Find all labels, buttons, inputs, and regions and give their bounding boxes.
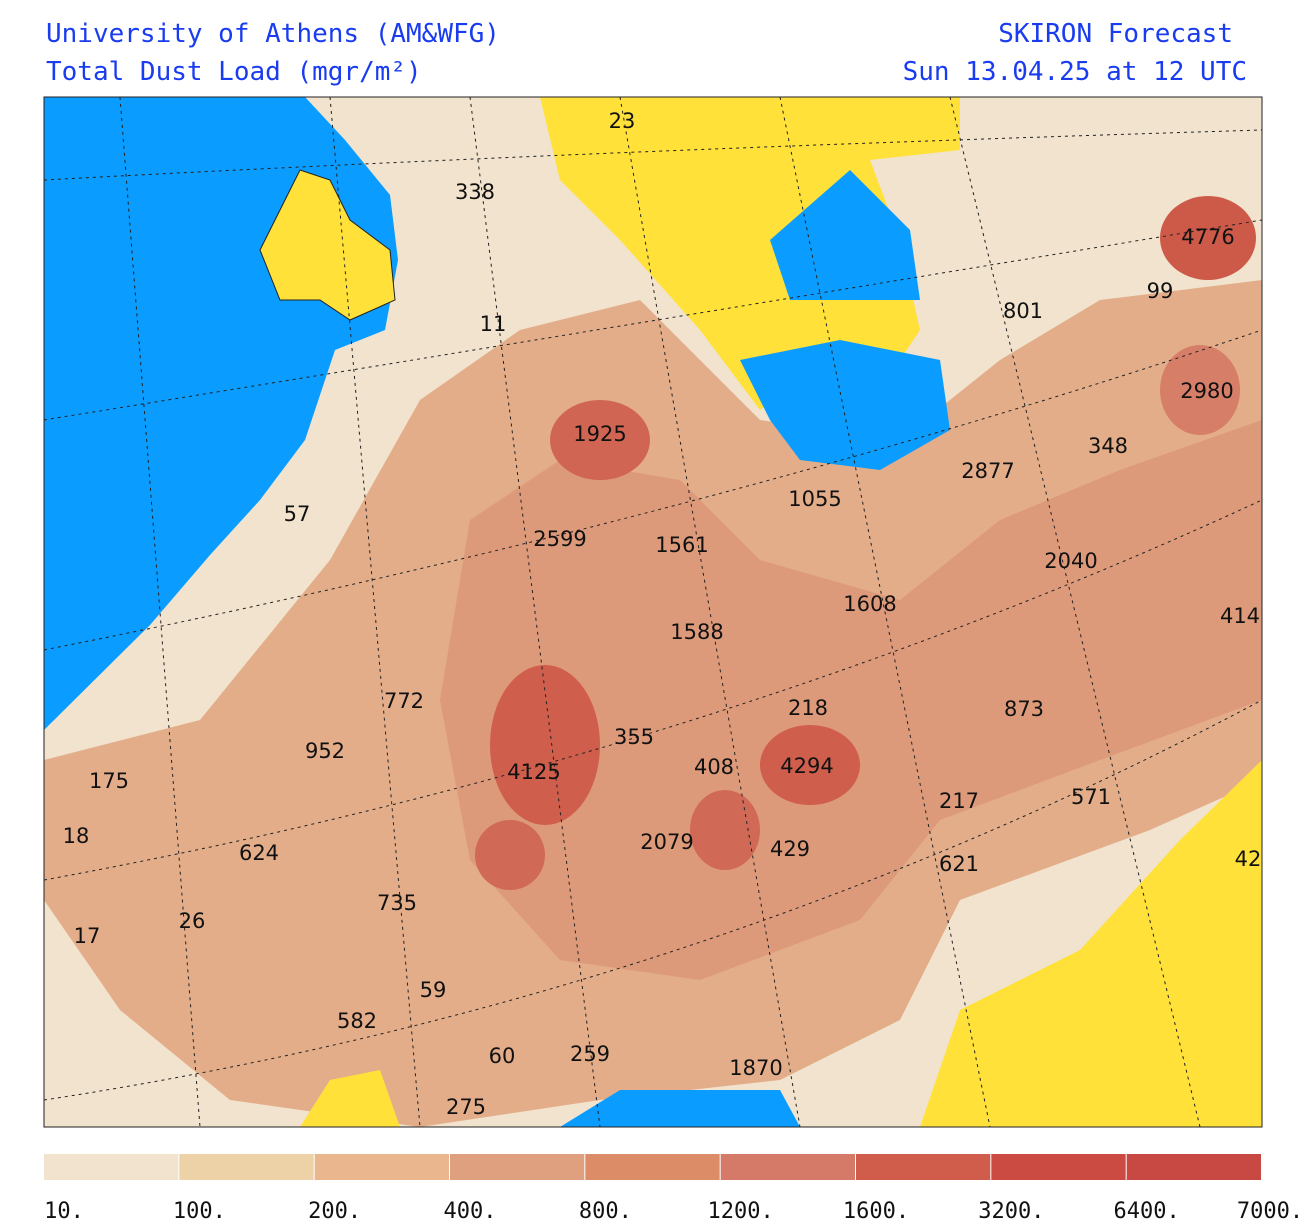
map-value-label: 175 — [89, 769, 129, 793]
map-value-label: 18 — [63, 824, 90, 848]
map-value-label: 772 — [384, 689, 424, 713]
colorbar-swatch — [856, 1154, 991, 1180]
map-value-label: 2980 — [1180, 379, 1233, 403]
dust-hotspot — [690, 790, 760, 870]
dust-hotspot — [1160, 196, 1256, 280]
map-value-label: 1925 — [573, 422, 626, 446]
dust-hotspot — [475, 820, 545, 890]
map-value-label: 4776 — [1181, 225, 1234, 249]
map-value-label: 23 — [609, 109, 636, 133]
map-value-label: 1870 — [729, 1056, 782, 1080]
map-value-label: 57 — [284, 502, 311, 526]
colorbar-swatch — [585, 1154, 720, 1180]
map-value-label: 952 — [305, 739, 345, 763]
map-value-label: 348 — [1088, 434, 1128, 458]
map-value-label: 624 — [239, 841, 279, 865]
header-left-2: Total Dust Load (mgr/m²) — [46, 57, 422, 87]
map-value-label: 17 — [74, 924, 101, 948]
colorbar-label: 10. — [44, 1199, 84, 1224]
map-value-label: 42 — [1235, 847, 1262, 871]
dust-hotspot — [490, 665, 600, 825]
dust-hotspot — [760, 725, 860, 805]
map-value-label: 621 — [939, 852, 979, 876]
colorbar-label: 400. — [444, 1199, 497, 1224]
map-value-label: 259 — [570, 1042, 610, 1066]
map-value-label: 59 — [420, 978, 447, 1002]
gulf — [560, 1090, 800, 1127]
map-value-label: 414 — [1220, 604, 1260, 628]
map-value-label: 408 — [694, 755, 734, 779]
graticule — [44, 97, 1262, 1127]
map-value-label: 275 — [446, 1095, 486, 1119]
map-value-label: 2079 — [640, 830, 693, 854]
dust-hotspot — [550, 400, 650, 480]
map-value-label: 1561 — [655, 533, 708, 557]
map-value-label: 218 — [788, 696, 828, 720]
map-value-label: 2599 — [533, 527, 586, 551]
map-value-label: 99 — [1147, 279, 1174, 303]
map-value-label: 60 — [489, 1044, 516, 1068]
map-frame — [43, 96, 1263, 1128]
colorbar-swatch — [44, 1154, 179, 1180]
low-dust-southwest — [300, 1070, 400, 1127]
header-right-1: SKIRON Forecast — [998, 19, 1233, 49]
colorbar-label: 3200. — [978, 1199, 1044, 1224]
colorbar-label: 7000. — [1237, 1199, 1303, 1224]
map-value-label: 355 — [614, 725, 654, 749]
colorbar-label: 100. — [173, 1199, 226, 1224]
colorbar-swatch — [991, 1154, 1126, 1180]
colorbar: 10. 100. 200. 400. 800. 1200. 1600. 3200. 6400. 7… — [44, 1154, 1303, 1224]
black-sea — [770, 170, 920, 300]
map-value-label: 1055 — [788, 487, 841, 511]
colorbar-label: 800. — [579, 1199, 632, 1224]
colorbar-swatch — [314, 1154, 449, 1180]
map-value-label: 2877 — [961, 459, 1014, 483]
dust-hotspot — [1160, 345, 1240, 435]
map-value-label: 873 — [1004, 697, 1044, 721]
map-value-label: 582 — [337, 1009, 377, 1033]
map-value-label: 338 — [455, 180, 495, 204]
map-value-label: 11 — [480, 312, 507, 336]
colorbar-label: 1200. — [708, 1199, 774, 1224]
map-value-label: 217 — [939, 789, 979, 813]
map-value-label: 26 — [179, 909, 206, 933]
colorbar-swatch — [720, 1154, 855, 1180]
mediterranean — [740, 340, 950, 470]
map-value-label: 1588 — [670, 620, 723, 644]
colorbar-swatch — [450, 1154, 585, 1180]
map-value-label: 2040 — [1044, 549, 1097, 573]
header-right-2: Sun 13.04.25 at 12 UTC — [903, 57, 1247, 87]
dust-region-dense — [440, 420, 1262, 980]
map-value-label: 4125 — [507, 760, 560, 784]
land-yellow — [259, 169, 396, 321]
map-value-label: 429 — [770, 837, 810, 861]
map-value-label: 571 — [1071, 785, 1111, 809]
colorbar-label: 6400. — [1114, 1199, 1180, 1224]
colorbar-swatch — [1126, 1154, 1261, 1180]
map-value-label: 801 — [1003, 299, 1043, 323]
map-value-label: 735 — [377, 891, 417, 915]
colorbar-label: 200. — [308, 1199, 361, 1224]
map-value-label: 4294 — [780, 754, 833, 778]
map — [44, 97, 1262, 1127]
map-labels: 23 338 4776 99 801 11 2980 1925 348 2877 1055 57 259… — [63, 109, 1262, 1119]
header-left-1: University of Athens (AM&WFG) — [46, 19, 500, 49]
map-value-label: 1608 — [843, 592, 896, 616]
low-dust-southeast — [920, 760, 1262, 1127]
colorbar-label: 1600. — [843, 1199, 909, 1224]
colorbar-swatch — [179, 1154, 314, 1180]
